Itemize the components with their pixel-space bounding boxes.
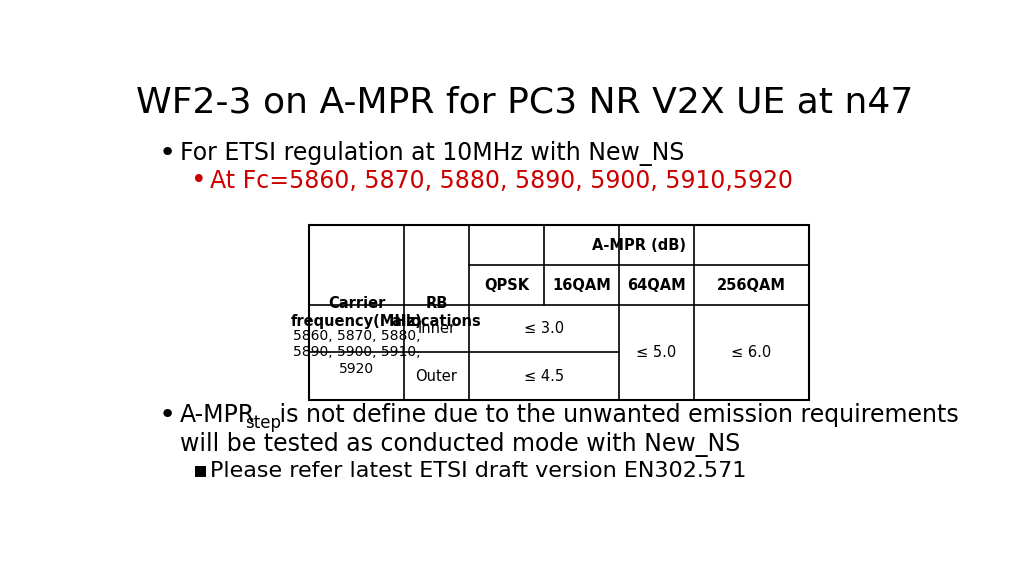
Text: Inner: Inner	[418, 321, 456, 336]
Text: 256QAM: 256QAM	[717, 278, 785, 293]
Text: A-MPR: A-MPR	[179, 403, 255, 427]
Text: ▪: ▪	[194, 460, 208, 480]
Text: 16QAM: 16QAM	[552, 278, 611, 293]
Text: ≤ 5.0: ≤ 5.0	[636, 345, 677, 360]
Text: A-MPR (dB): A-MPR (dB)	[592, 238, 686, 253]
Text: Please refer latest ETSI draft version EN302.571: Please refer latest ETSI draft version E…	[210, 460, 746, 480]
Text: will be tested as conducted mode with New_NS: will be tested as conducted mode with Ne…	[179, 432, 739, 457]
Text: Outer: Outer	[416, 369, 458, 384]
Text: RB
allocations: RB allocations	[391, 296, 481, 328]
Text: ≤ 6.0: ≤ 6.0	[731, 345, 771, 360]
Text: step: step	[245, 414, 281, 432]
Text: •: •	[158, 139, 175, 168]
Text: Carrier
frequency(MHz): Carrier frequency(MHz)	[291, 296, 422, 328]
Bar	[309, 225, 809, 400]
Text: •: •	[191, 168, 207, 194]
Text: ≤ 4.5: ≤ 4.5	[524, 369, 564, 384]
Text: 5860, 5870, 5880,
5890, 5900, 5910,
5920: 5860, 5870, 5880, 5890, 5900, 5910, 5920	[293, 329, 420, 376]
Text: is not define due to the unwanted emission requirements: is not define due to the unwanted emissi…	[272, 403, 959, 427]
Text: •: •	[158, 401, 175, 429]
Text: 64QAM: 64QAM	[627, 278, 686, 293]
Text: QPSK: QPSK	[484, 278, 529, 293]
Text: For ETSI regulation at 10MHz with New_NS: For ETSI regulation at 10MHz with New_NS	[179, 141, 684, 166]
Text: ≤ 3.0: ≤ 3.0	[524, 321, 564, 336]
Text: At Fc=5860, 5870, 5880, 5890, 5900, 5910,5920: At Fc=5860, 5870, 5880, 5890, 5900, 5910…	[210, 169, 793, 193]
Text: WF2-3 on A-MPR for PC3 NR V2X UE at n47: WF2-3 on A-MPR for PC3 NR V2X UE at n47	[136, 85, 913, 119]
